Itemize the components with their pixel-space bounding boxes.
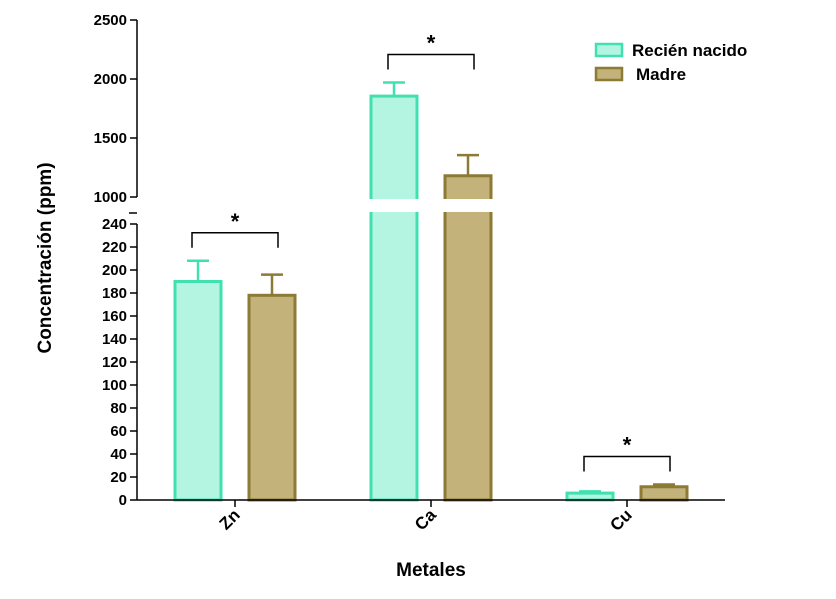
significance-bracket (583, 455, 671, 472)
y-tick-label: 40 (110, 446, 127, 463)
y-tick-label: 160 (102, 308, 127, 325)
y-axis-title: Concentración (ppm) (35, 162, 56, 353)
bar (639, 485, 689, 502)
x-tick-label: Ca (411, 505, 440, 534)
y-tick-label: 80 (110, 400, 127, 417)
y-tick-label: 200 (102, 262, 127, 279)
x-tick-label: Zn (216, 505, 244, 533)
y-tick-label: 1500 (94, 130, 127, 147)
bars-layer (173, 81, 689, 502)
significance-layer: * * * (191, 31, 671, 472)
bar (173, 280, 223, 502)
bar (247, 293, 297, 502)
y-tick-label: 140 (102, 331, 127, 348)
y-tick-label: 100 (102, 377, 127, 394)
significance-bracket (387, 53, 475, 70)
legend-label: Recién nacido (632, 41, 747, 60)
bar (565, 491, 615, 502)
significance-bracket (191, 232, 279, 248)
y-tick-label: 0 (119, 492, 127, 509)
axes-layer: 0 20 40 60 80 100 120 140 160 180 200 220 240 1000 150… (94, 12, 725, 535)
significance-label: * (231, 209, 240, 234)
legend-swatch (594, 42, 624, 58)
y-tick-label: 60 (110, 423, 127, 440)
bar (369, 94, 419, 502)
significance-label: * (427, 31, 436, 56)
legend: Recién nacido Madre (594, 41, 747, 84)
axis-break-gap (138, 199, 726, 212)
legend-label: Madre (636, 65, 686, 84)
x-tick-label: Cu (606, 505, 635, 534)
y-tick-label: 120 (102, 354, 127, 371)
y-tick-label: 220 (102, 239, 127, 256)
y-tick-label: 180 (102, 285, 127, 302)
legend-swatch (594, 66, 624, 82)
y-tick-label: 2500 (94, 12, 127, 29)
y-tick-label: 1000 (94, 189, 127, 206)
x-axis-title: Metales (396, 560, 466, 581)
y-tick-label: 2000 (94, 71, 127, 88)
y-tick-label: 240 (102, 216, 127, 233)
y-tick-label: 20 (110, 469, 127, 486)
axis-break-layer (138, 199, 726, 212)
bar (443, 174, 493, 502)
significance-label: * (623, 432, 632, 457)
